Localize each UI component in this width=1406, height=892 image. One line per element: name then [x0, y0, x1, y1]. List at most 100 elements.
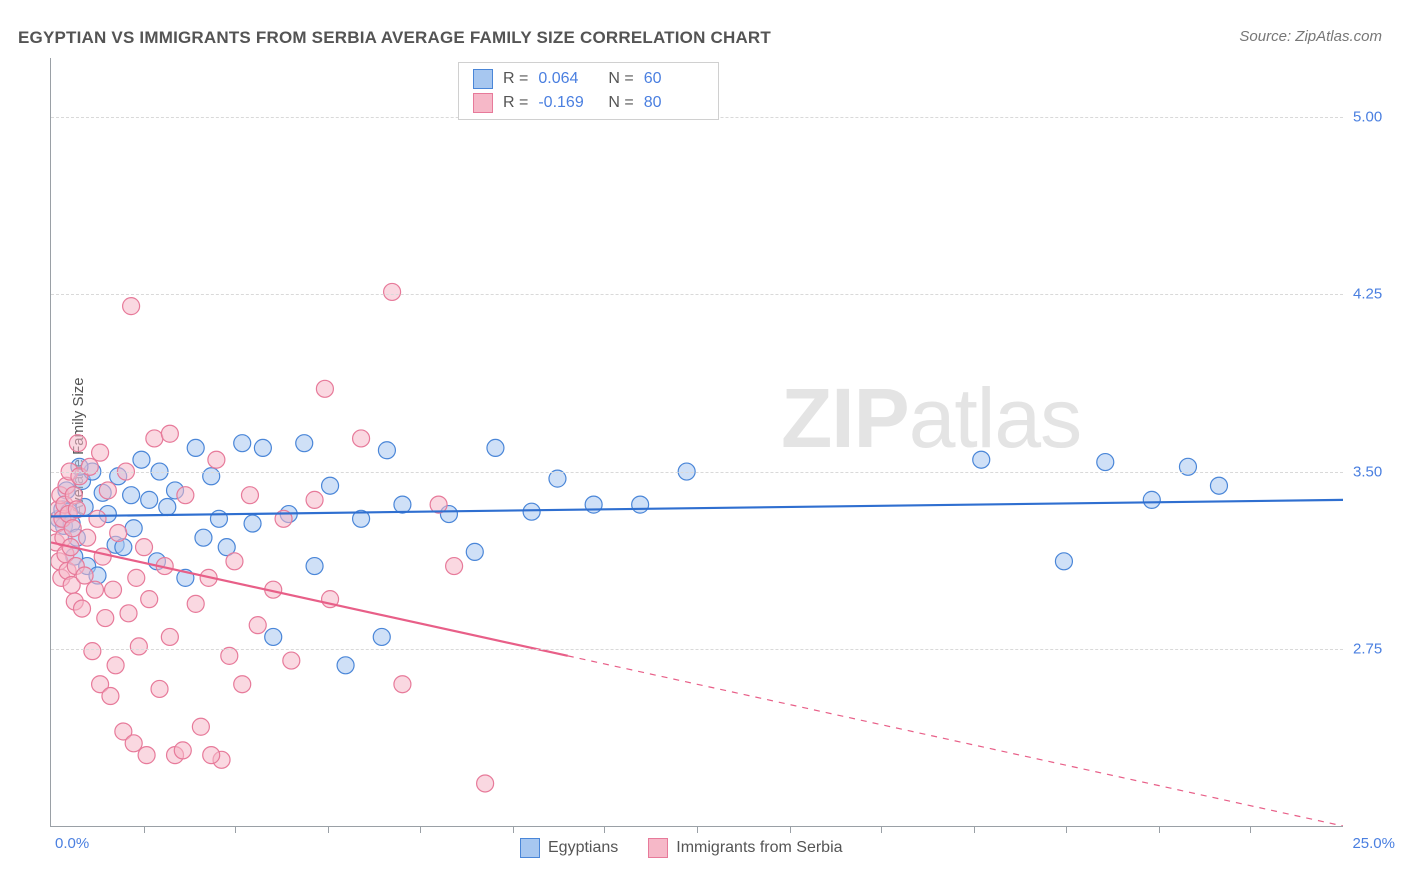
scatter-svg [51, 58, 1343, 826]
trend-line-extrapolated [568, 656, 1343, 826]
data-point [973, 451, 990, 468]
y-tick-label: 4.25 [1353, 286, 1401, 303]
data-point [208, 451, 225, 468]
data-point [146, 430, 163, 447]
data-point [99, 482, 116, 499]
data-point [487, 439, 504, 456]
data-point [265, 628, 282, 645]
data-point [130, 638, 147, 655]
x-max-label: 25.0% [1352, 835, 1395, 852]
legend-swatch [473, 69, 493, 89]
data-point [1143, 491, 1160, 508]
data-point [97, 610, 114, 627]
gridline [51, 294, 1343, 295]
data-point [296, 435, 313, 452]
x-tick [1066, 826, 1067, 833]
n-label: N = [608, 70, 633, 88]
x-tick [513, 826, 514, 833]
legend-swatch [648, 838, 668, 858]
r-value: -0.169 [538, 94, 598, 112]
x-tick [974, 826, 975, 833]
data-point [203, 747, 220, 764]
data-point [81, 458, 98, 475]
data-point [632, 496, 649, 513]
data-point [174, 742, 191, 759]
x-min-label: 0.0% [55, 835, 89, 852]
data-point [79, 529, 96, 546]
data-point [477, 775, 494, 792]
data-point [337, 657, 354, 674]
data-point [136, 539, 153, 556]
plot-area: ZIPatlas 2.753.504.255.000.0%25.0% [50, 58, 1343, 827]
data-point [69, 435, 86, 452]
data-point [306, 558, 323, 575]
stats-legend-row: R =0.064N =60 [459, 67, 718, 91]
data-point [120, 605, 137, 622]
x-tick [144, 826, 145, 833]
data-point [187, 439, 204, 456]
data-point [141, 491, 158, 508]
y-tick-label: 3.50 [1353, 463, 1401, 480]
x-tick [881, 826, 882, 833]
data-point [110, 524, 127, 541]
data-point [244, 515, 261, 532]
series-legend: Egyptians Immigrants from Serbia [520, 838, 843, 858]
data-point [94, 548, 111, 565]
x-tick [420, 826, 421, 833]
data-point [187, 595, 204, 612]
source-prefix: Source: [1239, 28, 1295, 45]
data-point [378, 442, 395, 459]
data-point [125, 520, 142, 537]
x-tick [328, 826, 329, 833]
data-point [1097, 454, 1114, 471]
n-label: N = [608, 94, 633, 112]
data-point [84, 643, 101, 660]
data-point [394, 496, 411, 513]
source-label: Source: ZipAtlas.com [1239, 28, 1382, 45]
x-tick [790, 826, 791, 833]
data-point [105, 581, 122, 598]
data-point [306, 491, 323, 508]
data-point [1055, 553, 1072, 570]
y-tick-label: 5.00 [1353, 109, 1401, 126]
data-point [141, 591, 158, 608]
data-point [76, 567, 93, 584]
data-point [384, 283, 401, 300]
data-point [523, 503, 540, 520]
data-point [192, 718, 209, 735]
data-point [466, 543, 483, 560]
r-label: R = [503, 70, 528, 88]
x-tick [1250, 826, 1251, 833]
series-legend-item: Immigrants from Serbia [648, 838, 842, 858]
data-point [394, 676, 411, 693]
data-point [151, 680, 168, 697]
data-point [102, 688, 119, 705]
data-point [254, 439, 271, 456]
r-label: R = [503, 94, 528, 112]
series-legend-item: Egyptians [520, 838, 618, 858]
data-point [226, 553, 243, 570]
data-point [161, 628, 178, 645]
data-point [283, 652, 300, 669]
data-point [74, 600, 91, 617]
data-point [128, 569, 145, 586]
data-point [159, 498, 176, 515]
data-point [177, 487, 194, 504]
stats-legend-row: R = -0.169 N = 80 [459, 91, 718, 115]
data-point [549, 470, 566, 487]
data-point [138, 747, 155, 764]
data-point [125, 735, 142, 752]
data-point [86, 581, 103, 598]
n-value: 80 [644, 94, 704, 112]
y-tick-label: 2.75 [1353, 640, 1401, 657]
legend-swatch [520, 838, 540, 858]
r-value: 0.064 [538, 70, 598, 88]
gridline [51, 472, 1343, 473]
data-point [64, 520, 81, 537]
legend-swatch [473, 93, 493, 113]
data-point [203, 468, 220, 485]
data-point [92, 444, 109, 461]
x-tick [1159, 826, 1160, 833]
data-point [195, 529, 212, 546]
data-point [1210, 477, 1227, 494]
